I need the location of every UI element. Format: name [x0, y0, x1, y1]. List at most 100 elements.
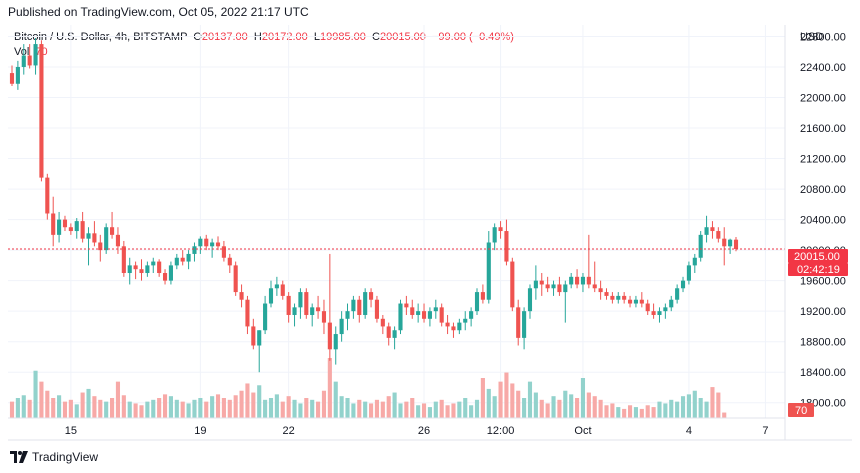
volume-bar [345, 398, 350, 418]
candle-body [280, 284, 285, 296]
volume-bar [268, 398, 274, 418]
volume-bar [692, 390, 697, 418]
volume-bar [298, 403, 303, 418]
chart-grid [8, 25, 785, 418]
close-label: C [372, 31, 380, 43]
candle-body [110, 227, 115, 235]
volume-bar [392, 392, 397, 418]
candle-body [486, 242, 491, 300]
candle-body [657, 311, 662, 315]
candle-body [675, 288, 680, 300]
volume-bar [286, 396, 291, 418]
candle-body [392, 330, 397, 338]
candle-body [204, 238, 209, 247]
volume-bar [357, 399, 362, 418]
volume-bar [327, 358, 332, 418]
candle-body [663, 307, 668, 312]
price-tick-label: 21600.00 [800, 123, 846, 135]
candle-body [104, 227, 109, 251]
candle-body [733, 239, 739, 249]
candle-body [321, 311, 327, 323]
candle-body [157, 261, 162, 274]
candle-body [633, 299, 638, 304]
volume-bar [127, 401, 132, 418]
volume-bar [639, 408, 644, 418]
candle-body [327, 322, 332, 350]
candle-body [186, 253, 191, 262]
high-label: H [253, 31, 262, 43]
volume-bar [675, 401, 680, 418]
candle-body [686, 265, 691, 281]
candle-body [728, 239, 733, 247]
candle-body [357, 299, 362, 315]
candle-body [639, 299, 644, 304]
price-tick-label: 22800.00 [800, 31, 846, 43]
volume-bar [610, 403, 615, 418]
candle-body [445, 322, 450, 327]
candle-body [404, 303, 409, 308]
volume-bar [439, 399, 444, 418]
candle-body [221, 246, 226, 258]
volume-bar [575, 398, 580, 418]
candle-body [74, 221, 79, 232]
volume-bar [104, 401, 109, 418]
volume-bar [86, 388, 91, 418]
price-tick-label: 18400.00 [800, 367, 846, 379]
volume-bar [316, 401, 321, 418]
volume-bar [680, 396, 686, 418]
candle-body [533, 280, 538, 289]
last-price-badge-text: 20015.00 [794, 251, 840, 263]
candle-body [115, 234, 121, 247]
candle-body [268, 288, 274, 304]
candle-body [545, 284, 550, 289]
volume-bar [645, 405, 650, 418]
volume-badge-text: 70 [795, 405, 807, 417]
volume-bar [486, 388, 491, 418]
volume-bar [592, 396, 597, 418]
volume-bar [545, 403, 550, 418]
volume-bar [563, 390, 568, 418]
candle-body [351, 299, 356, 312]
candle-body [368, 292, 374, 300]
volume-bar [80, 392, 85, 418]
volume-bar [115, 381, 121, 418]
candle-body [15, 66, 20, 84]
candle-body [298, 292, 303, 308]
volume-bar [657, 401, 662, 418]
price-tick-label: 22400.00 [800, 62, 846, 74]
candle-body [474, 292, 480, 312]
candle-body [304, 292, 309, 315]
candle-body [310, 307, 315, 315]
volume-bar [180, 401, 185, 418]
volume-bar [686, 394, 691, 418]
volume-bar [463, 398, 468, 418]
volume-bar [510, 383, 515, 418]
candle-body [233, 265, 238, 293]
candle-body [39, 44, 44, 178]
candle-body [510, 261, 515, 308]
candle-body [80, 221, 85, 239]
volume-bar [557, 399, 562, 418]
candle-body [57, 219, 62, 235]
candle-body [86, 233, 91, 239]
candle-body [380, 318, 385, 327]
time-tick-label: 15 [65, 425, 77, 437]
candle-body [627, 299, 633, 304]
candle-body [363, 292, 368, 315]
price-tick-label: 20400.00 [800, 215, 846, 227]
volume-bar [527, 381, 533, 418]
chart-legend: Bitcoin / U.S. Dollar, 4h, BITSTAMP O201… [14, 31, 514, 43]
volume-bar [274, 394, 279, 418]
volume-bar [192, 399, 197, 418]
open-value: 20137.00 [201, 31, 248, 43]
candle-body [604, 292, 609, 296]
candle-body [616, 295, 621, 300]
volume-bar [245, 383, 250, 418]
footer-brand-name: TradingView [32, 450, 99, 464]
candle-body [598, 288, 603, 293]
volume-bar [386, 396, 391, 418]
candle-body [439, 307, 444, 323]
candle-body [239, 292, 244, 300]
volume-bar [62, 401, 68, 418]
